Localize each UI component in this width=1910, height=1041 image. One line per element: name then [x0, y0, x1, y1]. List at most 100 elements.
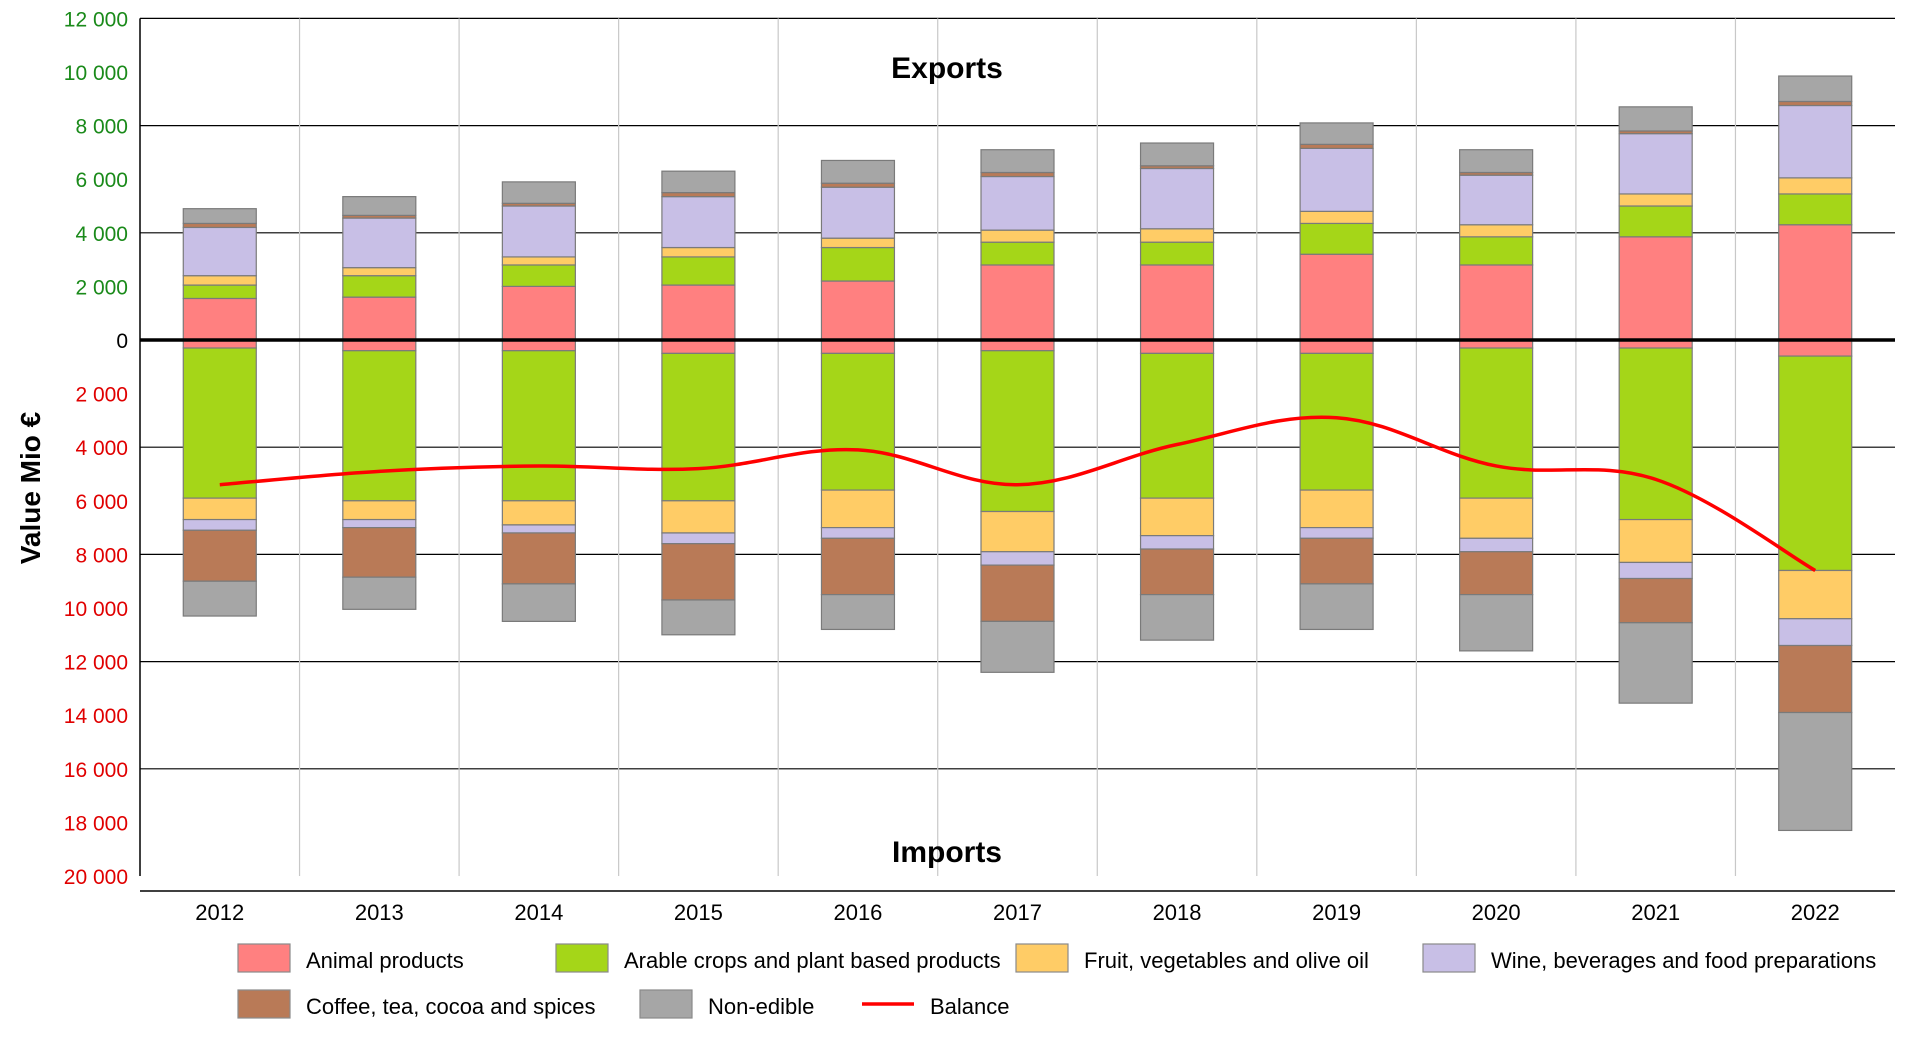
import-bar-coffee: [980, 564, 1055, 622]
y-tick-label: 2 000: [75, 384, 128, 407]
export-bar-fruit: [1618, 193, 1693, 207]
export-bar-animal: [501, 285, 576, 341]
exports-annotation: Exports: [891, 52, 1003, 85]
export-bar-fruit: [1459, 224, 1534, 238]
export-bar-nonedible: [1299, 122, 1374, 145]
imports-annotation: Imports: [892, 836, 1002, 869]
export-bar-fruit: [1139, 228, 1215, 243]
y-tick-label: 12 000: [64, 8, 128, 31]
export-bar-arable: [980, 241, 1055, 266]
import-bar-arable: [1778, 355, 1853, 572]
import-bar-animal: [820, 339, 896, 354]
export-bar-animal: [1139, 264, 1215, 341]
export-bar-coffee: [1778, 100, 1853, 107]
legend-label: Animal products: [306, 948, 464, 973]
import-bar-fruit: [1618, 518, 1693, 564]
import-bar-arable: [1618, 347, 1693, 521]
export-bar-arable: [182, 284, 257, 300]
import-bar-nonedible: [182, 580, 257, 617]
export-bar-wine: [501, 205, 576, 258]
import-bar-arable: [820, 352, 896, 491]
import-bar-nonedible: [1139, 593, 1215, 641]
x-tick-label: 2022: [1791, 900, 1840, 925]
export-bar-fruit: [501, 256, 576, 266]
export-bar-wine: [980, 175, 1055, 231]
import-bar-coffee: [1618, 577, 1693, 624]
x-tick-labels: 2012 2013 2014 2015 2016 2017 2018 2019 2020 2021…: [195, 900, 1839, 925]
y-tick-label: 8 000: [75, 116, 128, 139]
import-bar-wine: [980, 551, 1055, 566]
y-tick-label: 12 000: [64, 652, 128, 675]
export-bar-animal: [182, 297, 257, 341]
import-bar-wine: [1459, 537, 1534, 553]
export-bar-arable: [1618, 205, 1693, 238]
import-bar-nonedible: [1299, 583, 1374, 631]
x-tick-label: 2017: [993, 900, 1042, 925]
import-bar-coffee: [820, 537, 896, 596]
export-bar-animal: [1299, 253, 1374, 341]
y-tick-label: 6 000: [75, 169, 128, 192]
export-bar-wine: [1299, 147, 1374, 212]
import-bar-wine: [661, 532, 736, 545]
export-bar-wine: [661, 196, 736, 249]
legend-swatch-wine: [1422, 943, 1476, 973]
y-tick-label: 8 000: [75, 544, 128, 567]
import-bar-animal: [1299, 339, 1374, 354]
import-bar-wine: [1618, 561, 1693, 580]
y-tick-label: 20 000: [64, 866, 128, 889]
import-bar-fruit: [1139, 497, 1215, 537]
export-bar-wine: [1778, 104, 1853, 179]
import-bar-fruit: [980, 510, 1055, 553]
import-bar-fruit: [1459, 497, 1534, 539]
export-bar-animal: [1778, 224, 1853, 341]
import-bar-arable: [661, 352, 736, 502]
export-bar-animal: [342, 296, 417, 341]
y-tick-label: 0: [116, 330, 128, 353]
import-bar-arable: [1459, 347, 1534, 499]
export-bar-arable: [1459, 236, 1534, 266]
export-bar-animal: [980, 264, 1055, 341]
legend-label: Wine, beverages and food preparations: [1491, 948, 1876, 973]
import-bar-fruit: [342, 500, 417, 521]
import-bar-coffee: [1299, 537, 1374, 585]
import-bar-arable: [1139, 352, 1215, 499]
export-bar-fruit: [1778, 177, 1853, 195]
import-bar-wine: [1778, 618, 1853, 647]
legend-label: Non-edible: [708, 994, 814, 1019]
export-bar-fruit: [980, 229, 1055, 243]
import-bar-wine: [501, 524, 576, 534]
export-bar-animal: [661, 284, 736, 341]
y-tick-label: 16 000: [64, 759, 128, 782]
x-tick-label: 2012: [195, 900, 244, 925]
x-tick-label: 2016: [833, 900, 882, 925]
import-bar-animal: [1778, 339, 1853, 357]
import-bar-fruit: [1778, 569, 1853, 620]
y-tick-label: 2 000: [75, 276, 128, 299]
x-tick-label: 2014: [514, 900, 563, 925]
legend-label: Coffee, tea, cocoa and spices: [306, 994, 595, 1019]
import-bar-coffee: [182, 529, 257, 582]
y-tick-label: 10 000: [64, 62, 128, 85]
import-bar-wine: [342, 518, 417, 529]
legend-label: Fruit, vegetables and olive oil: [1084, 948, 1369, 973]
export-bar-coffee: [661, 192, 736, 198]
export-bar-wine: [1139, 167, 1215, 230]
export-bar-coffee: [820, 182, 896, 188]
y-tick-label: 4 000: [75, 437, 128, 460]
import-bar-fruit: [501, 500, 576, 526]
import-bar-nonedible: [980, 620, 1055, 673]
x-tick-label: 2013: [355, 900, 404, 925]
import-bar-animal: [1139, 339, 1215, 354]
export-bar-wine: [1459, 174, 1534, 226]
x-tick-label: 2020: [1472, 900, 1521, 925]
export-bar-wine: [182, 226, 257, 277]
export-bar-nonedible: [501, 181, 576, 204]
export-bar-coffee: [1299, 143, 1374, 149]
export-bar-fruit: [1299, 210, 1374, 225]
export-bar-arable: [1139, 241, 1215, 266]
legend: Animal products Arable crops and plant ba…: [237, 943, 1876, 1019]
bars: [182, 75, 1853, 832]
export-bar-wine: [342, 217, 417, 269]
import-bar-coffee: [661, 543, 736, 601]
